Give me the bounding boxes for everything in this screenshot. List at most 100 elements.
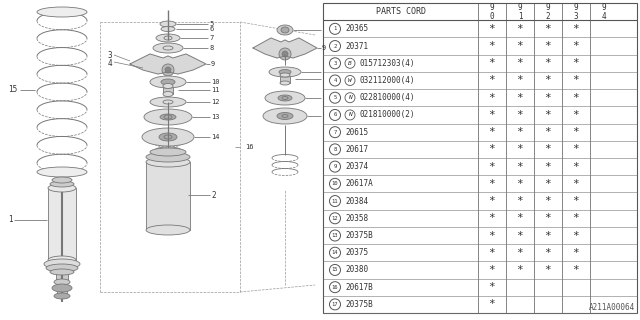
- Text: *: *: [545, 24, 552, 34]
- Text: *: *: [488, 300, 495, 309]
- Text: 9
0: 9 0: [490, 3, 494, 20]
- Text: *: *: [516, 93, 524, 103]
- Text: *: *: [545, 213, 552, 223]
- Circle shape: [345, 110, 355, 120]
- Text: *: *: [488, 93, 495, 103]
- Ellipse shape: [277, 113, 293, 119]
- Circle shape: [330, 264, 340, 276]
- Circle shape: [330, 196, 340, 206]
- Text: *: *: [573, 110, 579, 120]
- Ellipse shape: [46, 264, 78, 272]
- Circle shape: [330, 92, 340, 103]
- Ellipse shape: [37, 167, 87, 177]
- Text: *: *: [545, 179, 552, 189]
- Text: *: *: [545, 144, 552, 154]
- Ellipse shape: [161, 79, 175, 85]
- Text: 9
1: 9 1: [518, 3, 522, 20]
- Text: *: *: [545, 110, 552, 120]
- Ellipse shape: [52, 284, 72, 292]
- Text: *: *: [488, 213, 495, 223]
- Text: 5: 5: [209, 21, 213, 27]
- Text: *: *: [573, 127, 579, 137]
- Text: *: *: [488, 196, 495, 206]
- Ellipse shape: [278, 95, 292, 101]
- Ellipse shape: [50, 181, 74, 187]
- Ellipse shape: [153, 43, 183, 53]
- Text: 3: 3: [333, 61, 337, 66]
- Text: 2: 2: [211, 190, 216, 199]
- Bar: [163, 86, 173, 94]
- Polygon shape: [130, 54, 206, 74]
- Text: 14: 14: [332, 250, 339, 255]
- Text: 9: 9: [322, 45, 326, 51]
- Ellipse shape: [279, 48, 291, 60]
- Text: 14: 14: [211, 134, 220, 140]
- Text: 20375B: 20375B: [345, 300, 372, 309]
- Circle shape: [330, 282, 340, 293]
- Ellipse shape: [277, 25, 293, 35]
- Text: 17: 17: [332, 302, 339, 307]
- Text: A211A00064: A211A00064: [589, 303, 635, 312]
- Text: *: *: [573, 196, 579, 206]
- Text: *: *: [516, 127, 524, 137]
- Text: *: *: [488, 162, 495, 172]
- Text: 2: 2: [333, 44, 337, 49]
- Ellipse shape: [265, 91, 305, 105]
- Circle shape: [330, 161, 340, 172]
- Text: 12: 12: [332, 216, 339, 221]
- Text: 6: 6: [333, 112, 337, 117]
- Text: *: *: [516, 230, 524, 241]
- Text: 20617: 20617: [345, 145, 368, 154]
- Text: 20365: 20365: [345, 24, 368, 33]
- Text: 6: 6: [209, 26, 213, 32]
- Ellipse shape: [144, 109, 192, 125]
- Ellipse shape: [37, 7, 87, 17]
- Ellipse shape: [48, 256, 76, 264]
- Ellipse shape: [146, 157, 190, 167]
- Text: *: *: [488, 58, 495, 68]
- Circle shape: [345, 58, 355, 68]
- Text: 9
4: 9 4: [602, 3, 606, 20]
- Ellipse shape: [163, 84, 173, 89]
- Text: 8: 8: [333, 147, 337, 152]
- Text: *: *: [573, 265, 579, 275]
- Text: *: *: [545, 41, 552, 51]
- Text: *: *: [488, 179, 495, 189]
- Text: 10: 10: [211, 79, 220, 85]
- Text: *: *: [488, 265, 495, 275]
- Circle shape: [345, 76, 355, 85]
- Text: 15: 15: [8, 85, 17, 94]
- Text: *: *: [545, 230, 552, 241]
- Ellipse shape: [146, 225, 190, 235]
- Text: *: *: [516, 144, 524, 154]
- Text: *: *: [573, 248, 579, 258]
- Text: 20371: 20371: [345, 42, 368, 51]
- Text: *: *: [573, 41, 579, 51]
- Text: *: *: [573, 230, 579, 241]
- Text: *: *: [573, 24, 579, 34]
- Ellipse shape: [150, 97, 186, 107]
- Text: 9
3: 9 3: [573, 3, 579, 20]
- Text: W: W: [348, 78, 352, 83]
- Text: 20615: 20615: [345, 128, 368, 137]
- Text: *: *: [545, 93, 552, 103]
- Ellipse shape: [142, 128, 194, 146]
- Text: 11: 11: [211, 87, 220, 93]
- Text: 9
2: 9 2: [546, 3, 550, 20]
- Polygon shape: [253, 38, 317, 58]
- Text: PARTS CORD: PARTS CORD: [376, 7, 426, 16]
- Text: 7: 7: [333, 130, 337, 135]
- Ellipse shape: [146, 152, 190, 162]
- Ellipse shape: [48, 184, 76, 192]
- Text: 1: 1: [333, 26, 337, 31]
- Text: *: *: [516, 213, 524, 223]
- Text: *: *: [516, 110, 524, 120]
- Ellipse shape: [280, 73, 290, 77]
- Ellipse shape: [54, 279, 70, 285]
- Circle shape: [330, 299, 340, 310]
- Text: 20617A: 20617A: [345, 179, 372, 188]
- Text: 9: 9: [333, 164, 337, 169]
- Text: 13: 13: [211, 114, 220, 120]
- Circle shape: [330, 75, 340, 86]
- Text: 1: 1: [8, 215, 13, 225]
